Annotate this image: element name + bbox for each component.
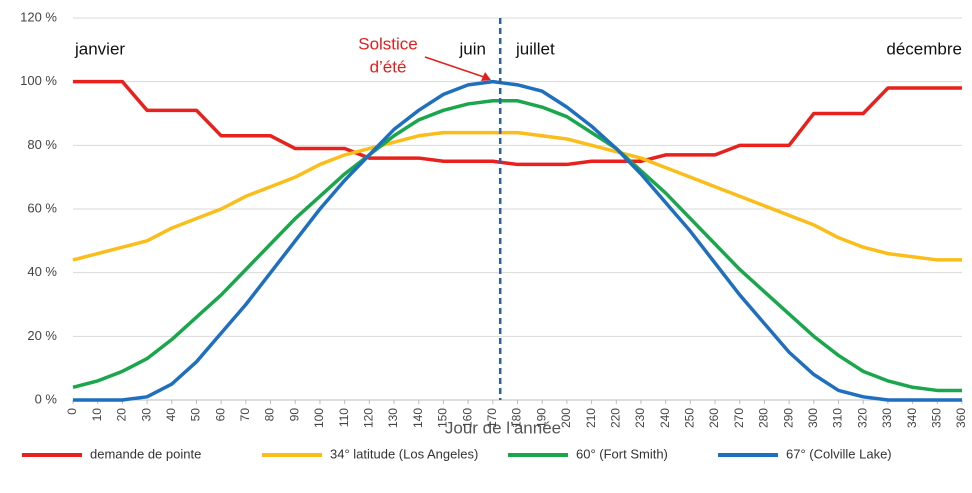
x-tick-label: 210 xyxy=(584,408,598,428)
x-tick-label: 240 xyxy=(658,408,672,428)
series-line xyxy=(72,99,962,393)
legend-label: 60° (Fort Smith) xyxy=(576,446,668,461)
x-tick-label: 180 xyxy=(510,408,524,428)
month-label: juillet xyxy=(515,39,555,58)
x-tick-label: 30 xyxy=(139,408,153,422)
x-tick-label: 280 xyxy=(757,408,771,428)
x-tick-label: 0 xyxy=(65,408,79,415)
x-tick-label: 190 xyxy=(534,408,548,428)
y-tick-label: 100 % xyxy=(20,73,57,88)
x-tick-label: 10 xyxy=(90,408,104,422)
x-tick-label: 260 xyxy=(707,408,721,428)
y-tick-label: 20 % xyxy=(27,328,57,343)
x-tick-label: 100 xyxy=(312,408,326,428)
month-label: juin xyxy=(459,39,486,58)
x-tick-label: 40 xyxy=(164,408,178,422)
x-tick-label: 80 xyxy=(263,408,277,422)
x-tick-label: 270 xyxy=(732,408,746,428)
y-tick-label: 80 % xyxy=(27,137,57,152)
x-tick-label: 110 xyxy=(337,408,351,427)
x-tick-label: 310 xyxy=(831,408,845,428)
series-line xyxy=(73,79,962,402)
x-tick-label: 70 xyxy=(238,408,252,422)
x-tick-label: 290 xyxy=(781,408,795,428)
x-tick-label: 20 xyxy=(115,408,129,422)
x-tick-label: 250 xyxy=(683,408,697,428)
solstice-label: d’été xyxy=(370,57,407,76)
x-tick-label: 300 xyxy=(806,408,820,428)
solstice-label: Solstice xyxy=(358,34,418,53)
x-tick-label: 130 xyxy=(386,408,400,428)
x-tick-label: 330 xyxy=(880,408,894,428)
x-tick-label: 140 xyxy=(411,408,425,428)
series-line xyxy=(72,130,962,262)
y-tick-label: 120 % xyxy=(20,9,57,24)
x-tick-label: 220 xyxy=(608,408,622,428)
y-tick-label: 0 % xyxy=(35,391,58,406)
legend-label: demande de pointe xyxy=(90,446,201,461)
x-tick-label: 60 xyxy=(213,408,227,422)
solstice-arrowhead xyxy=(481,72,491,81)
x-axis-label: Jour de l’année xyxy=(445,418,561,437)
x-tick-label: 360 xyxy=(954,408,968,428)
series-line xyxy=(73,79,962,167)
y-tick-label: 60 % xyxy=(27,200,57,215)
x-tick-label: 320 xyxy=(855,408,869,428)
x-tick-label: 50 xyxy=(189,408,203,422)
x-tick-label: 150 xyxy=(436,408,450,428)
month-label: janvier xyxy=(74,39,125,58)
solstice-arrow xyxy=(424,56,485,78)
x-tick-label: 170 xyxy=(485,408,499,428)
legend-label: 34° latitude (Los Angeles) xyxy=(330,446,478,461)
legend-label: 67° (Colville Lake) xyxy=(786,446,892,461)
month-label: décembre xyxy=(886,39,962,58)
x-tick-label: 230 xyxy=(633,408,647,428)
x-tick-label: 160 xyxy=(460,408,474,428)
x-tick-label: 120 xyxy=(362,408,376,428)
x-tick-label: 340 xyxy=(905,408,919,428)
x-tick-label: 350 xyxy=(929,408,943,428)
y-tick-label: 40 % xyxy=(27,264,57,279)
x-tick-label: 200 xyxy=(559,408,573,428)
x-tick-label: 90 xyxy=(287,408,301,422)
